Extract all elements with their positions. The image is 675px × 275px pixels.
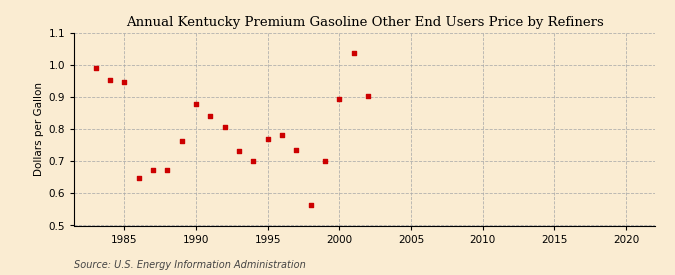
Point: [277, 133, 288, 137]
Point: [176, 139, 187, 144]
Point: [190, 102, 201, 106]
Point: [291, 148, 302, 153]
Point: [248, 159, 259, 164]
Point: [305, 202, 316, 207]
Point: [162, 168, 173, 172]
Point: [334, 97, 345, 101]
Point: [234, 149, 244, 153]
Point: [90, 66, 101, 70]
Title: Annual Kentucky Premium Gasoline Other End Users Price by Refiners: Annual Kentucky Premium Gasoline Other E…: [126, 16, 603, 29]
Point: [134, 176, 144, 180]
Point: [320, 159, 331, 164]
Point: [219, 125, 230, 129]
Point: [148, 168, 159, 172]
Text: Source: U.S. Energy Information Administration: Source: U.S. Energy Information Administ…: [74, 260, 306, 270]
Point: [362, 93, 373, 98]
Y-axis label: Dollars per Gallon: Dollars per Gallon: [34, 82, 45, 176]
Point: [263, 136, 273, 141]
Point: [348, 51, 359, 56]
Point: [119, 79, 130, 84]
Point: [105, 77, 115, 82]
Point: [205, 114, 216, 118]
